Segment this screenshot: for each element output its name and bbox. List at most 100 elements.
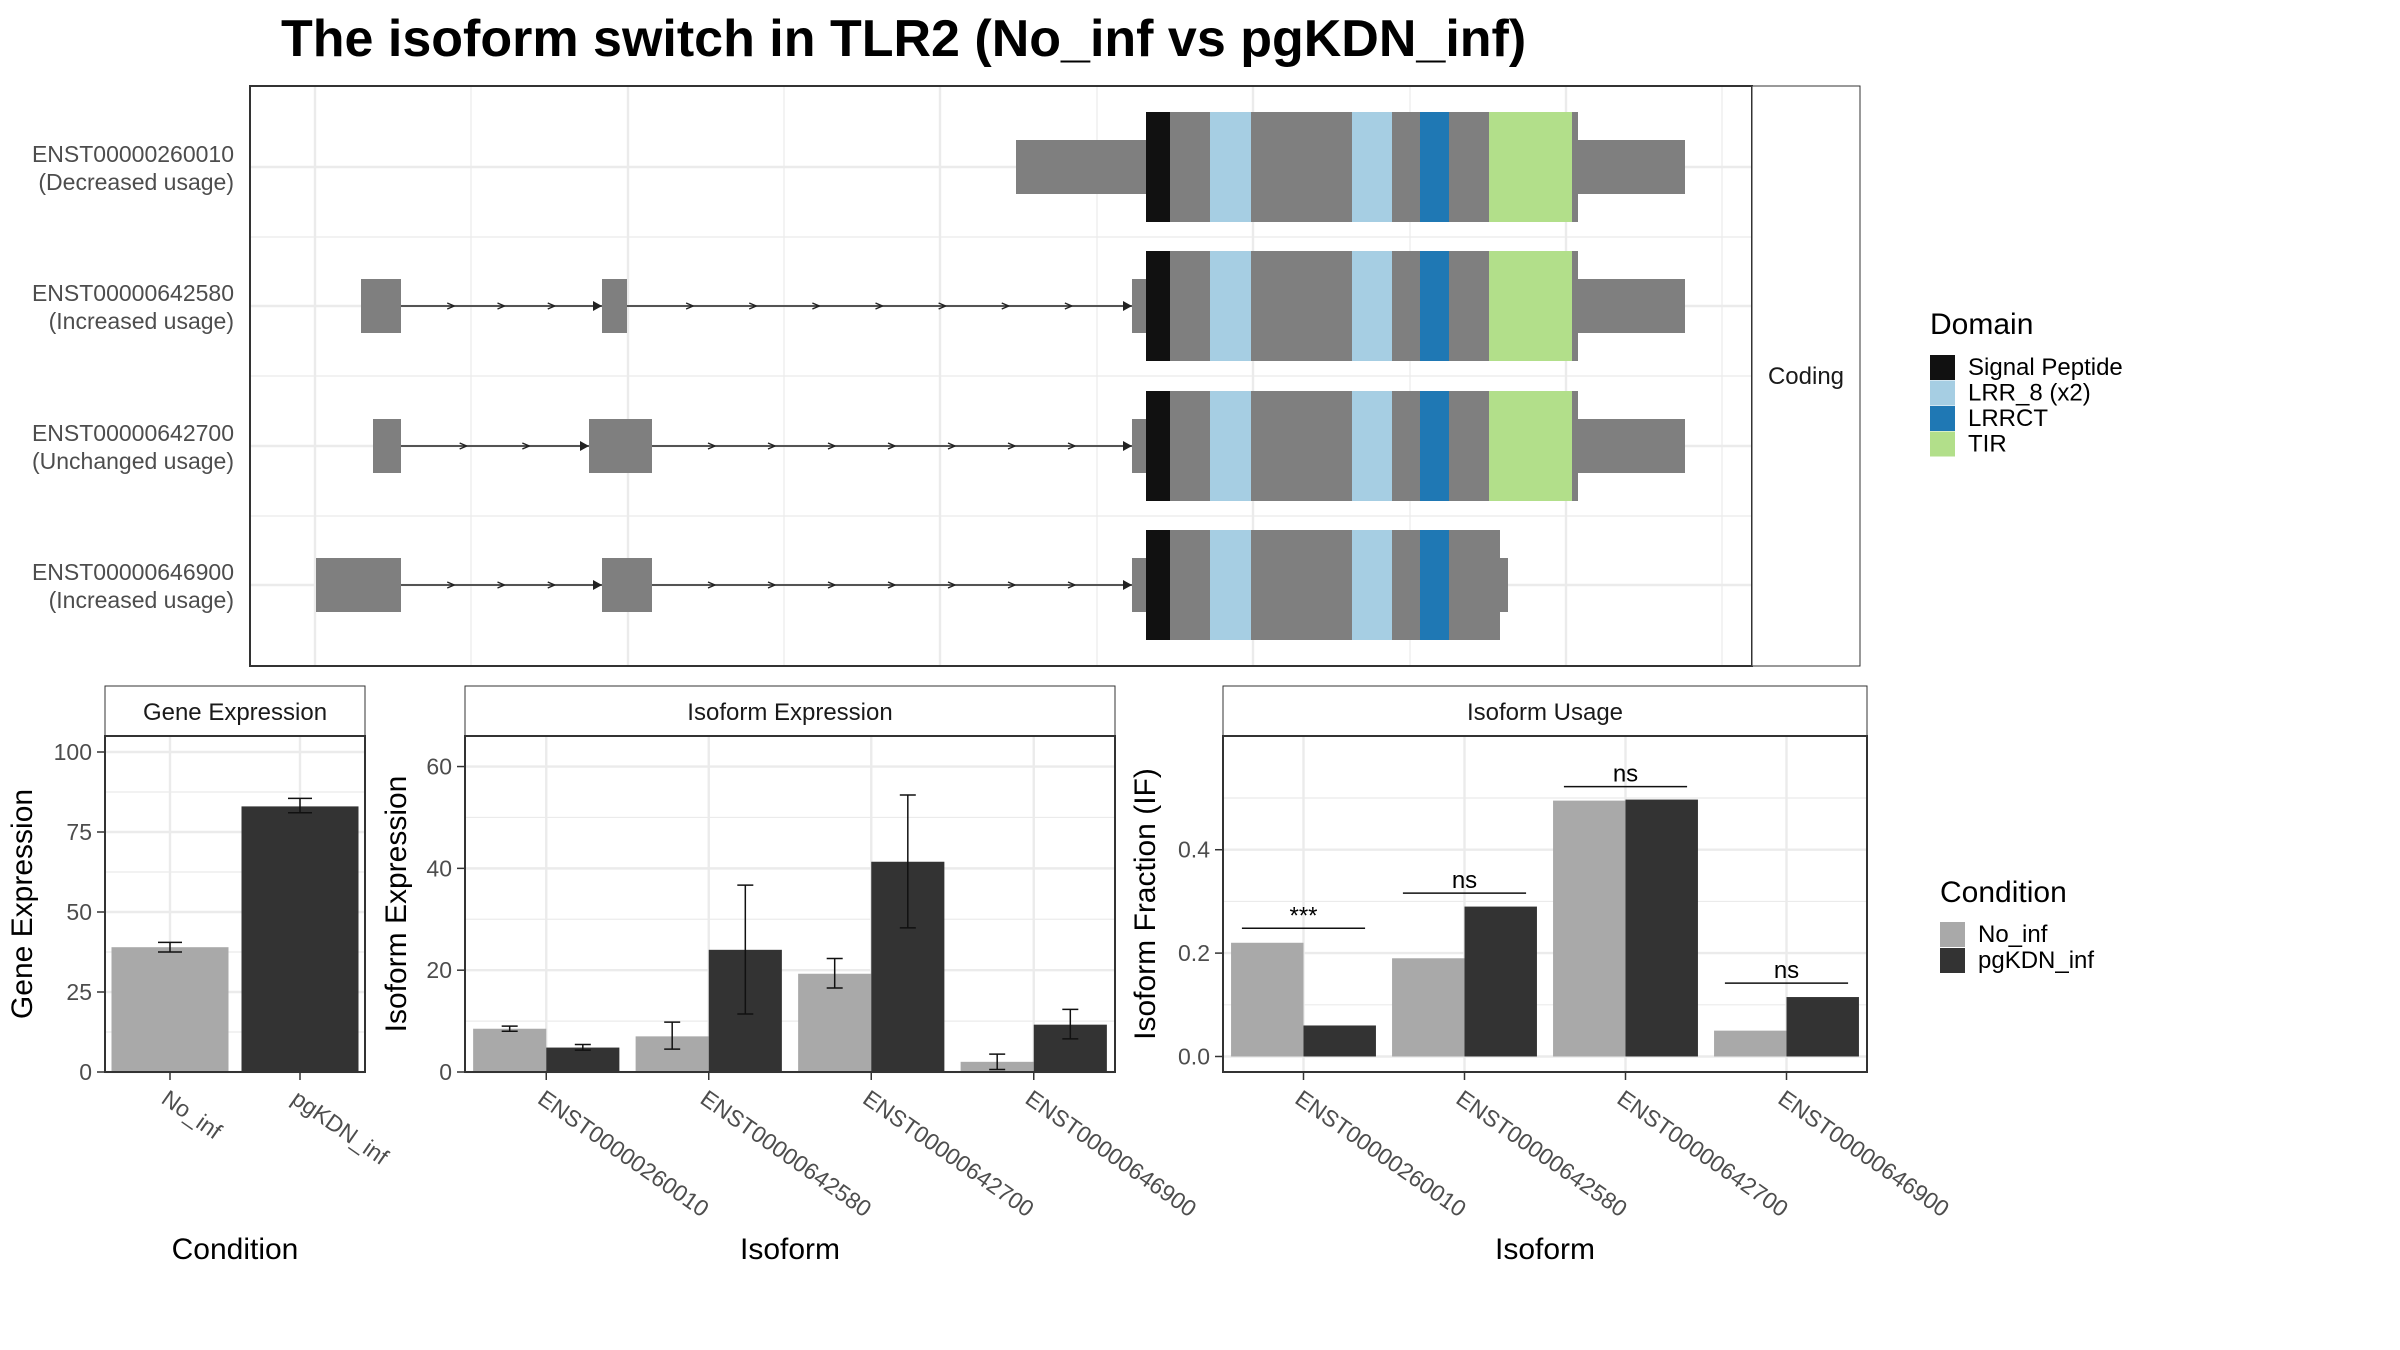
y-axis-title: Gene Expression xyxy=(6,789,39,1019)
lrr8-domain xyxy=(1210,391,1251,501)
x-tick-label: ENST00000646900 xyxy=(1774,1085,1954,1222)
significance-label: ns xyxy=(1452,867,1477,894)
intron-arrow xyxy=(887,442,897,450)
signal-peptide-domain xyxy=(1146,251,1170,361)
intron-arrow-head xyxy=(1123,301,1132,311)
intron-arrow xyxy=(947,442,957,450)
intron-arrow-head xyxy=(1123,441,1132,451)
intron-arrow xyxy=(707,442,717,450)
plot-panel-bg xyxy=(1223,736,1867,1072)
transcript-id-label: ENST00000646900 xyxy=(32,559,234,585)
y-tick-label: 0.2 xyxy=(1178,940,1210,966)
tir-domain xyxy=(1489,391,1572,501)
exon-utr xyxy=(316,558,401,612)
lrr8-domain xyxy=(1352,251,1392,361)
intron-arrow xyxy=(827,581,837,589)
intron-arrow-head xyxy=(580,441,589,451)
bar xyxy=(1303,1025,1376,1057)
legend-label: Signal Peptide xyxy=(1968,354,2123,381)
legend-label: pgKDN_inf xyxy=(1978,947,2094,974)
y-tick-label: 25 xyxy=(66,979,92,1005)
transcript-structure-panel: ENST00000260010(Decreased usage) ENST0000… xyxy=(32,85,1861,667)
lrr8-domain xyxy=(1210,112,1251,222)
y-tick-label: 40 xyxy=(426,855,452,881)
legend-title: Domain xyxy=(1930,308,2033,341)
y-tick-label: 60 xyxy=(426,754,452,780)
exon-utr xyxy=(602,279,627,333)
intron-arrow-head xyxy=(1123,580,1132,590)
intron-arrow xyxy=(685,302,695,310)
exon-utr xyxy=(1016,140,1146,194)
bar xyxy=(1553,800,1626,1057)
lrr8-domain xyxy=(1352,530,1392,640)
x-tick-label: ENST00000642580 xyxy=(1452,1085,1632,1222)
facet-strip xyxy=(104,685,366,737)
x-axis-title: Isoform xyxy=(740,1233,840,1266)
intron-arrow xyxy=(1064,302,1074,310)
x-tick-label: ENST00000260010 xyxy=(533,1085,713,1222)
y-axis-title: Isoform Fraction (IF) xyxy=(1129,768,1162,1040)
signal-peptide-domain xyxy=(1146,530,1170,640)
bar xyxy=(798,973,872,1072)
transcript-id-label: ENST00000642580 xyxy=(32,280,234,306)
intron-arrow xyxy=(497,581,507,589)
intron-arrow xyxy=(522,442,532,450)
x-axis-title: Condition xyxy=(172,1233,299,1266)
transcript-id-label: ENST00000642700 xyxy=(32,420,234,446)
plot-panel-bg xyxy=(465,736,1115,1072)
signal-peptide-domain xyxy=(1146,112,1170,222)
intron-arrow-head xyxy=(593,301,602,311)
transcript-id-label: ENST00000260010 xyxy=(32,141,234,167)
legend-swatch xyxy=(1930,431,1955,457)
intron-arrow xyxy=(547,302,557,310)
legend-label: No_inf xyxy=(1978,921,2048,948)
exon-utr xyxy=(1132,419,1146,473)
intron-arrow xyxy=(827,442,837,450)
exon-utr xyxy=(1132,558,1146,612)
lrrct-domain xyxy=(1420,391,1449,501)
isoform-expression-chart: Isoform Expression 0 20 40 60 ENST00000260010… xyxy=(380,685,1201,1266)
significance-label: *** xyxy=(1289,902,1317,929)
intron-arrow xyxy=(812,302,822,310)
intron-arrow xyxy=(947,581,957,589)
lrrct-domain xyxy=(1420,251,1449,361)
intron-arrow-head xyxy=(593,580,602,590)
transcript-usage-label: (Increased usage) xyxy=(49,587,234,613)
x-tick-label: ENST00000260010 xyxy=(1291,1085,1471,1222)
bar xyxy=(111,947,229,1072)
tir-domain xyxy=(1489,112,1572,222)
exon-utr xyxy=(361,279,401,333)
intron-arrow xyxy=(1067,581,1077,589)
intron-arrow xyxy=(1007,442,1017,450)
legend-swatch xyxy=(1930,406,1955,431)
exon-utr xyxy=(602,558,652,612)
bar xyxy=(1231,942,1304,1057)
x-tick-label: ENST00000642700 xyxy=(1613,1085,1793,1222)
y-tick-label: 0 xyxy=(439,1059,452,1085)
intron-arrow xyxy=(748,302,759,310)
facet-strip-label: Coding xyxy=(1768,363,1844,390)
x-tick-label: pgKDN_inf xyxy=(287,1085,394,1170)
legend-swatch xyxy=(1940,948,1965,973)
exon-utr xyxy=(1570,279,1685,333)
isoform-usage-chart: Isoform Usage *** ns ns ns 0.0 0.2 0.4 ENST00000… xyxy=(1129,685,1954,1266)
intron-arrow xyxy=(767,581,777,589)
exon-utr xyxy=(1570,140,1685,194)
bar xyxy=(1714,1030,1787,1057)
exon-utr xyxy=(1500,558,1508,612)
figure-title: The isoform switch in TLR2 (No_inf vs pg… xyxy=(281,10,1526,68)
facet-strip-label: Gene Expression xyxy=(143,699,327,726)
gene-expression-chart: Gene Expression 0 25 50 75 100 No_inf pgKDN_inf… xyxy=(6,685,394,1266)
tir-domain xyxy=(1489,251,1572,361)
bar xyxy=(546,1047,620,1072)
y-tick-label: 50 xyxy=(66,899,92,925)
plot-panel-border xyxy=(1222,735,1868,1073)
exon-utr xyxy=(373,419,401,473)
intron-arrow xyxy=(459,442,469,450)
lrrct-domain xyxy=(1420,112,1449,222)
legend-title: Condition xyxy=(1940,876,2067,909)
exon-utr xyxy=(1132,279,1146,333)
intron-arrow xyxy=(887,581,897,589)
facet-strip xyxy=(1222,685,1868,737)
